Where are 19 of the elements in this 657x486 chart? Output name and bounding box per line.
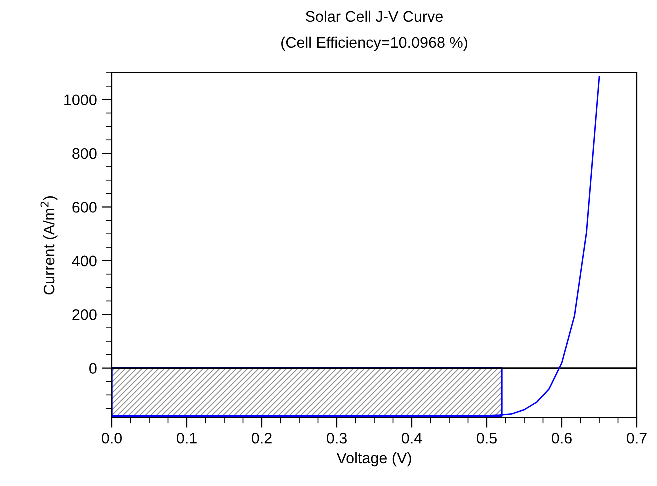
- x-tick-label: 0.4: [402, 432, 422, 444]
- x-tick-label: 0.0: [102, 432, 122, 444]
- y-tick-label: 600: [72, 202, 97, 213]
- line-series: [112, 76, 600, 418]
- y-tick-label: 1000: [64, 94, 97, 106]
- x-tick-label: 0.3: [326, 432, 347, 444]
- y-tick-label: 400: [72, 256, 97, 267]
- x-tick-label: 0.5: [476, 432, 497, 444]
- x-tick-label: 0.7: [626, 432, 647, 444]
- y-tick-label: 0: [90, 363, 97, 374]
- y-tick-label: 200: [72, 310, 97, 320]
- chart-subtitle: (Cell Efficiency=10.0968 %): [282, 36, 468, 52]
- y-axis-title: Current (A/m$^{2}$): [40, 196, 58, 295]
- x-tick-label: 0.1: [176, 432, 197, 444]
- x-tick-label: 0.6: [552, 432, 572, 444]
- chart-title: Solar Cell J-V Curve: [306, 10, 444, 22]
- x-axis-title: Voltage (V): [336, 452, 412, 467]
- y-tick-label: 800: [72, 148, 97, 160]
- x-tick-label: 0.2: [252, 432, 272, 444]
